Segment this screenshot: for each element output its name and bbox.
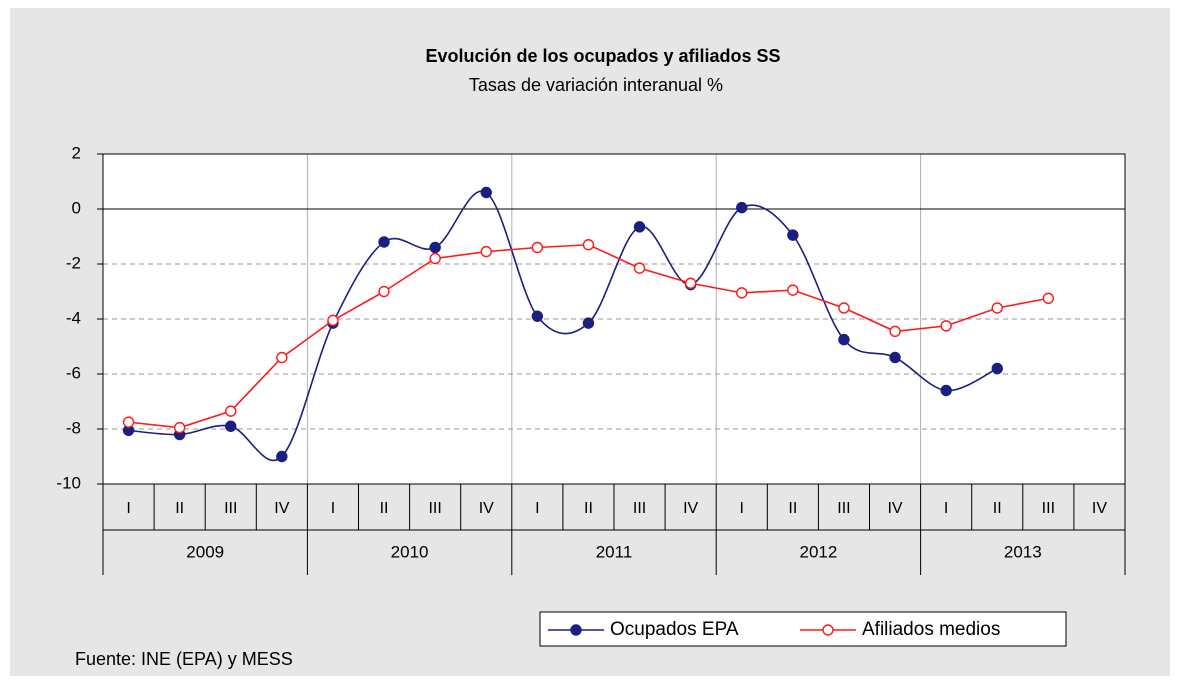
x-group-label: 2011 [596, 542, 633, 561]
y-tick-label: -6 [66, 363, 81, 382]
x-tick-label: IV [479, 500, 494, 517]
y-tick-label: 2 [72, 143, 81, 162]
data-point [787, 284, 799, 296]
x-tick-label: I [740, 500, 744, 517]
x-tick-label: IV [1092, 500, 1107, 517]
y-tick-label: 0 [72, 198, 81, 217]
data-point [225, 420, 237, 432]
data-point [940, 320, 952, 332]
chart-title: Evolución de los ocupados y afiliados SS [425, 46, 780, 66]
legend-label: Ocupados EPA [610, 619, 739, 640]
data-point [122, 416, 135, 428]
x-group-label: 2009 [186, 542, 224, 561]
source-note: Fuente: INE (EPA) y MESS [75, 649, 293, 669]
data-point [531, 241, 544, 254]
y-tick-label: -2 [66, 253, 81, 272]
legend-label: Afiliados medios [862, 619, 1000, 640]
data-point [225, 405, 237, 417]
data-point [378, 236, 390, 248]
x-tick-label: I [126, 500, 130, 517]
data-point [633, 221, 646, 233]
x-tick-label: IV [887, 500, 902, 517]
data-point [736, 287, 748, 299]
data-point [327, 314, 339, 327]
data-point [582, 239, 595, 251]
data-point [173, 421, 186, 434]
x-tick-label: III [1042, 500, 1055, 517]
y-tick-label: -8 [66, 418, 81, 437]
legend-marker [822, 624, 834, 636]
x-tick-label: I [535, 500, 539, 517]
y-tick-label: -10 [56, 473, 81, 492]
x-tick-label: III [837, 500, 850, 517]
x-tick-label: II [380, 500, 389, 517]
data-point [480, 186, 492, 199]
x-tick-label: I [944, 500, 948, 517]
data-point [378, 285, 390, 298]
x-tick-label: III [633, 500, 646, 517]
data-point [1042, 292, 1055, 305]
legend-marker [570, 624, 582, 636]
data-point [276, 351, 288, 364]
y-tick-label: -4 [66, 308, 81, 327]
data-point [429, 252, 441, 265]
data-point [940, 384, 952, 397]
data-point [480, 245, 492, 258]
data-point [633, 262, 646, 274]
x-tick-label: I [331, 500, 335, 517]
data-point [684, 277, 697, 289]
x-tick-label: II [993, 500, 1002, 517]
x-tick-label: IV [683, 500, 698, 517]
data-point [889, 351, 901, 364]
data-point [838, 302, 850, 314]
x-tick-label: II [788, 500, 797, 517]
data-point [429, 241, 441, 254]
x-group-label: 2013 [1004, 542, 1042, 561]
data-point [991, 302, 1003, 314]
data-point [736, 201, 748, 214]
data-point [531, 310, 544, 322]
legend-box [539, 611, 1067, 647]
x-tick-label: III [428, 500, 441, 517]
x-tick-label: II [175, 500, 184, 517]
data-point [991, 362, 1003, 375]
x-group-label: 2012 [799, 542, 837, 561]
data-point [276, 450, 288, 463]
x-tick-label: III [224, 500, 237, 517]
chart-subtitle: Tasas de variación interanual % [469, 75, 723, 95]
data-point [838, 333, 850, 346]
data-point [582, 317, 595, 329]
x-tick-label: II [584, 500, 593, 517]
x-group-label: 2010 [391, 542, 429, 561]
data-point [889, 325, 901, 338]
data-point [787, 229, 799, 241]
x-tick-label: IV [274, 500, 289, 517]
